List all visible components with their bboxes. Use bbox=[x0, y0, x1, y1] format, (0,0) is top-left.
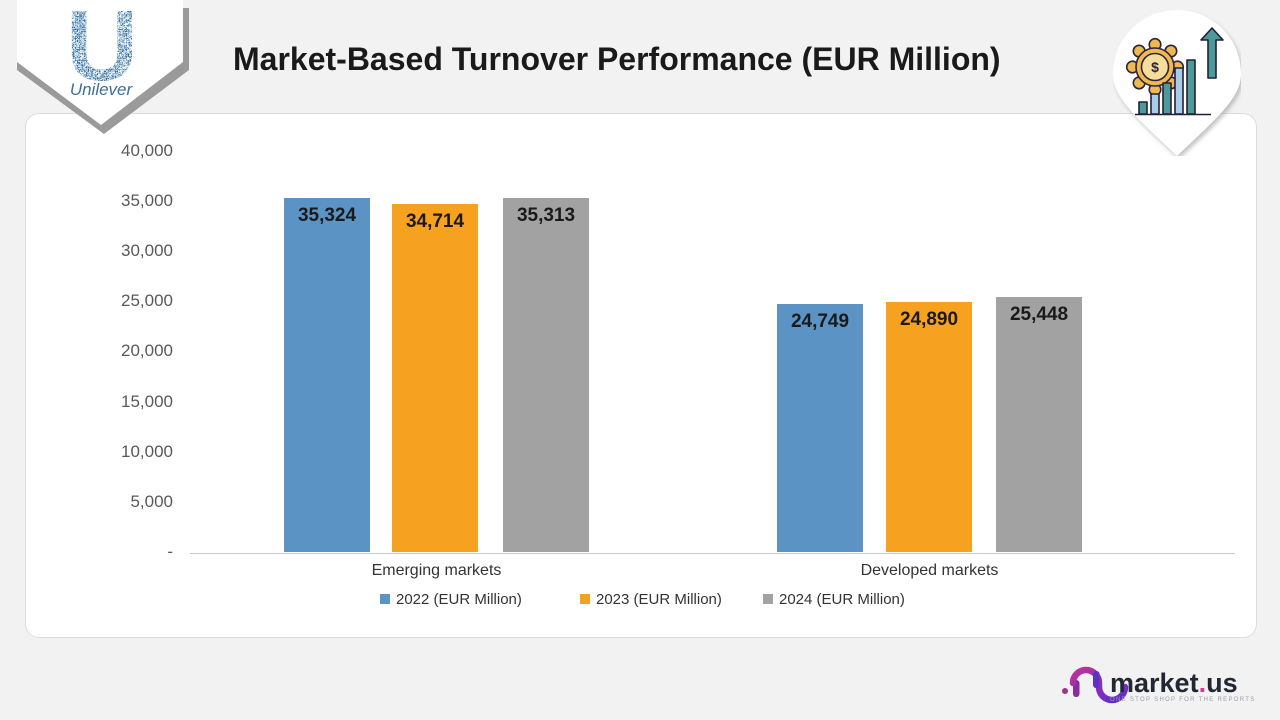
svg-text:ONE STOP SHOP FOR THE REPORTS: ONE STOP SHOP FOR THE REPORTS bbox=[1110, 697, 1256, 703]
svg-text:Unilever: Unilever bbox=[70, 80, 134, 99]
svg-text:$: $ bbox=[1151, 59, 1159, 75]
svg-text:market.us: market.us bbox=[1110, 668, 1238, 698]
